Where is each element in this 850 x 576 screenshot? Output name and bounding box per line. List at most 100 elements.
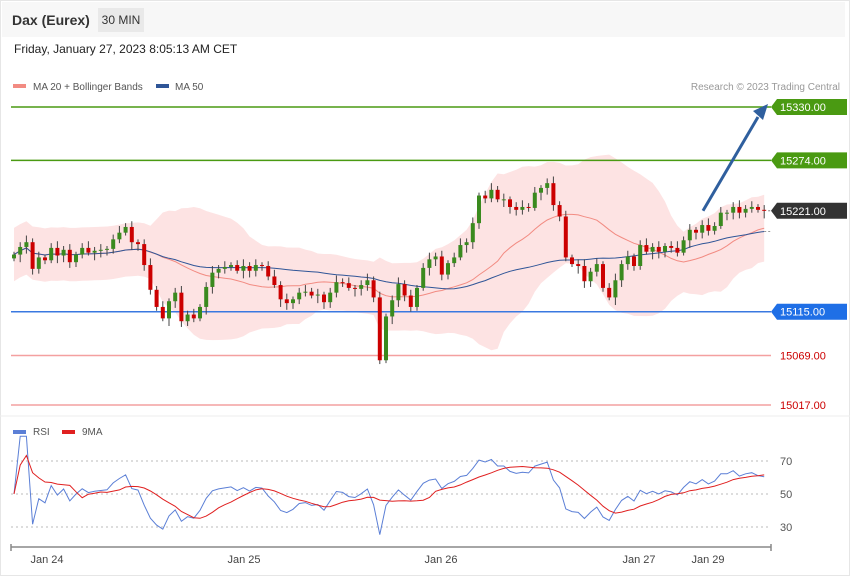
candle bbox=[650, 243, 655, 260]
candle-body bbox=[222, 266, 227, 269]
candle bbox=[594, 258, 599, 277]
candle-body bbox=[563, 216, 568, 258]
candle-body bbox=[322, 294, 326, 303]
legend-swatch-ma50 bbox=[156, 84, 169, 88]
candle bbox=[644, 238, 649, 255]
candle-body bbox=[588, 271, 593, 282]
candle-body bbox=[663, 246, 667, 252]
x-tick-label: Jan 26 bbox=[424, 554, 457, 566]
candle bbox=[607, 283, 612, 301]
candle-body bbox=[749, 206, 754, 209]
candle-body bbox=[700, 225, 705, 233]
candle-body bbox=[718, 212, 723, 227]
candle bbox=[737, 200, 742, 219]
timestamp: Friday, January 27, 2023 8:05:13 AM CET bbox=[14, 42, 238, 56]
candle bbox=[55, 241, 60, 264]
candle-body bbox=[123, 226, 128, 233]
candle-body bbox=[508, 199, 512, 207]
candle bbox=[756, 204, 760, 213]
candle bbox=[638, 240, 643, 270]
candle bbox=[229, 262, 233, 271]
candle bbox=[266, 261, 271, 281]
candle-body bbox=[464, 242, 469, 246]
candle-body bbox=[61, 249, 66, 256]
candle-body bbox=[86, 247, 91, 253]
candle bbox=[656, 241, 661, 259]
candle-body bbox=[570, 257, 574, 265]
candle-body bbox=[92, 250, 97, 253]
candle-body bbox=[446, 263, 450, 275]
candles bbox=[12, 176, 767, 365]
rsi-level-label: 30 bbox=[780, 522, 792, 534]
level-tag-current bbox=[771, 202, 847, 219]
candle-body bbox=[402, 284, 407, 296]
candle-body bbox=[489, 189, 494, 199]
candle bbox=[625, 250, 630, 270]
candle-body bbox=[433, 256, 438, 260]
candle bbox=[235, 260, 240, 274]
candle bbox=[743, 205, 748, 218]
candle-body bbox=[241, 265, 246, 271]
credit-text: Research © 2023 Trading Central bbox=[691, 82, 840, 93]
candle-body bbox=[334, 282, 339, 293]
candle bbox=[148, 258, 153, 295]
candle bbox=[154, 285, 159, 311]
candle-body bbox=[154, 289, 159, 307]
candle-body bbox=[706, 225, 711, 231]
candle-body bbox=[185, 314, 190, 322]
candle bbox=[731, 202, 736, 220]
candle bbox=[272, 269, 277, 288]
candle-body bbox=[725, 212, 729, 214]
target-arrow bbox=[701, 104, 768, 212]
level-label-resistance: 15274.00 bbox=[780, 155, 826, 167]
candle bbox=[421, 263, 426, 291]
candle-body bbox=[532, 192, 537, 208]
candle-body bbox=[501, 199, 506, 201]
candle bbox=[173, 287, 178, 308]
candle bbox=[390, 295, 395, 325]
candle bbox=[30, 238, 35, 275]
candle-body bbox=[67, 249, 72, 263]
candle-body bbox=[315, 294, 320, 296]
candle bbox=[570, 254, 574, 267]
candle-body bbox=[142, 244, 147, 266]
level-label-current: 15221.00 bbox=[780, 206, 826, 218]
timeframe-badge[interactable]: 30 MIN bbox=[98, 8, 144, 32]
candle-body bbox=[18, 246, 23, 255]
candle bbox=[340, 278, 345, 287]
candle-body bbox=[526, 206, 531, 208]
candle-body bbox=[148, 265, 153, 290]
candle bbox=[322, 291, 326, 309]
candle bbox=[402, 280, 407, 302]
instrument-title: Dax (Eurex) bbox=[12, 12, 90, 28]
candle bbox=[477, 192, 481, 229]
candle bbox=[545, 178, 550, 195]
candle bbox=[297, 287, 302, 305]
candle bbox=[539, 185, 543, 201]
candle bbox=[105, 246, 109, 256]
candle bbox=[241, 259, 246, 279]
candle-body bbox=[396, 284, 401, 301]
candle bbox=[415, 285, 419, 311]
candle-body bbox=[167, 301, 171, 319]
candle-body bbox=[80, 247, 85, 255]
candle bbox=[749, 201, 754, 213]
rsi-level-label: 50 bbox=[780, 489, 792, 501]
x-tick-label: Jan 29 bbox=[691, 554, 724, 566]
level-label-resistance: 15330.00 bbox=[780, 102, 826, 114]
candle-body bbox=[675, 247, 680, 253]
candle-body bbox=[353, 287, 357, 289]
candle bbox=[253, 259, 258, 277]
candle bbox=[260, 262, 264, 271]
candle bbox=[210, 265, 215, 294]
candle bbox=[123, 223, 128, 236]
candle-body bbox=[365, 280, 370, 286]
candle-body bbox=[340, 282, 345, 284]
candle bbox=[315, 288, 320, 304]
candle bbox=[204, 282, 209, 315]
candle-body bbox=[737, 206, 742, 213]
candle-body bbox=[247, 265, 252, 271]
candle-body bbox=[669, 246, 674, 248]
candle bbox=[508, 196, 512, 214]
candle bbox=[495, 186, 500, 203]
